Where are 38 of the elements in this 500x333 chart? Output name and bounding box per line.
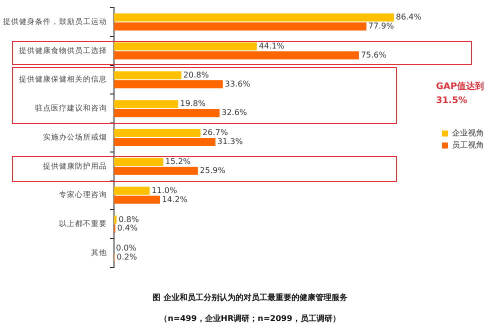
text: GAP值达到31.5% <box>436 80 485 108</box>
data-label: 32.6% <box>222 108 248 118</box>
data-label: 26.7% <box>202 128 228 138</box>
data-label: 15.2% <box>165 156 192 166</box>
bar <box>114 186 150 195</box>
text: 图 企业和员工分别认为的对员工最重要的健康管理服务 <box>152 292 348 303</box>
data-label: 75.6% <box>360 50 387 60</box>
bar <box>114 100 178 108</box>
data-label: 0.2% <box>116 252 138 262</box>
data-label: 19.8% <box>180 99 206 108</box>
bar <box>114 42 257 50</box>
data-label: 33.6% <box>224 79 251 88</box>
data-label: 0.0% <box>116 244 137 253</box>
legend-label: 企业视角 <box>452 128 484 138</box>
bar <box>114 71 182 80</box>
bar <box>114 158 164 166</box>
bar <box>114 13 394 22</box>
data-label: 44.1% <box>258 41 285 50</box>
data-label: 25.9% <box>200 166 226 175</box>
bar <box>114 109 220 118</box>
data-label: 86.4% <box>396 12 422 22</box>
legend-label: 员工视角 <box>452 140 484 150</box>
bar <box>114 22 366 30</box>
data-label: 77.9% <box>368 22 394 30</box>
data-label: 31.3% <box>217 137 244 146</box>
data-label: 20.8% <box>183 70 210 80</box>
data-label: 14.2% <box>162 194 188 204</box>
bar <box>114 166 198 175</box>
data-label: 0.4% <box>117 224 138 233</box>
bar <box>114 51 359 60</box>
bar <box>114 196 160 204</box>
bar <box>114 128 201 138</box>
text: （n=499，企业HR调研；n=2099，员工调研） <box>158 313 342 324</box>
data-label: 11.0% <box>152 186 178 195</box>
bar <box>114 80 223 88</box>
bar <box>114 138 216 146</box>
data-label: 0.8% <box>118 214 140 224</box>
bar <box>114 216 117 224</box>
